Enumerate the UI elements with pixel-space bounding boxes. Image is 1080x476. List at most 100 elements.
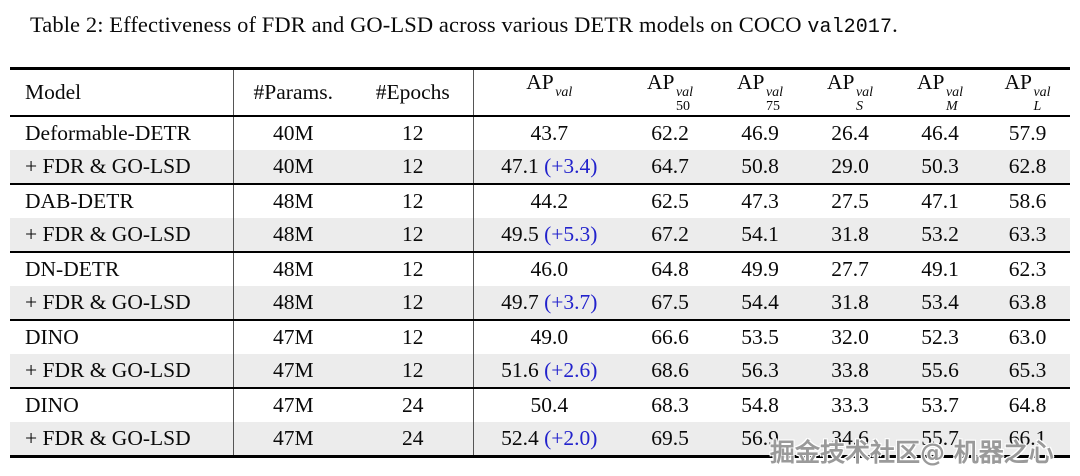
cell-epochs: 12 [353, 217, 474, 253]
ap-delta: (+3.4) [538, 153, 598, 178]
cell-ap-m: 55.6 [895, 353, 985, 389]
baseline-row: Deformable-DETR 40M 12 43.7 62.2 46.9 26.4 46.4… [10, 115, 1070, 150]
cell-model: + FDR & GO-LSD [10, 217, 234, 253]
cell-ap-m: 49.1 [921, 256, 959, 281]
header-row: Model #Params. #Epochs AP val AP val 50 AP v… [10, 68, 1070, 117]
cell-params: 48M [233, 285, 353, 321]
col-header-ap-l: AP val L [985, 68, 1070, 117]
cell-ap-s: 27.5 [831, 188, 869, 213]
cell-params: 47M [272, 425, 314, 450]
cell-epochs: 12 [353, 251, 474, 286]
cell-ap50: 62.2 [651, 120, 689, 145]
cell-ap50: 64.7 [625, 149, 715, 185]
baseline-row: DINO 47M 24 50.4 68.3 54.8 33.3 53.7 64.8 [10, 387, 1070, 422]
cell-ap: 44.2 [473, 184, 625, 218]
cell-model: DAB-DETR [10, 183, 234, 218]
ap-delta: (+5.3) [538, 221, 598, 246]
cell-model: DINO [10, 387, 234, 422]
cell-params: 48M [233, 217, 353, 253]
cell-ap-s: 34.6 [831, 425, 869, 450]
watermark: 掘金技术社区@ 机器之心 [770, 438, 1054, 467]
cell-ap: 46.0 [473, 252, 625, 286]
cell-ap: 52.4 (+2.0) [473, 422, 625, 457]
ap-value: 49.0 [530, 324, 569, 349]
cell-ap75: 54.4 [715, 285, 805, 321]
cell-ap-m: 47.1 [921, 188, 959, 213]
cell-ap-s: 27.7 [831, 256, 869, 281]
cell-params: 47M [272, 324, 314, 349]
ap-value: 51.6 [501, 357, 539, 382]
cell-ap-s: 29.0 [805, 149, 895, 185]
cell-ap-l: 63.3 [985, 217, 1070, 253]
cell-ap50: 67.5 [625, 285, 715, 321]
ap-value: 52.4 [501, 425, 539, 450]
cell-params: 47M [272, 392, 314, 417]
col-header-ap75: AP val 75 [715, 68, 805, 117]
cell-params: 40M [233, 149, 353, 185]
baseline-row: DINO 47M 12 49.0 66.6 53.5 32.0 52.3 63.0 [10, 319, 1070, 354]
cell-ap50: 68.6 [625, 353, 715, 389]
col-header-model: Model [10, 68, 234, 117]
cell-ap-s: 31.8 [805, 285, 895, 321]
col-header-epochs: #Epochs [353, 68, 474, 117]
cell-ap50: 64.8 [651, 256, 689, 281]
cell-params: 48M [272, 188, 314, 213]
cell-ap-l: 63.0 [1008, 324, 1047, 349]
ap-value: 43.7 [530, 120, 569, 145]
cell-ap50: 62.5 [651, 188, 689, 213]
cell-ap: 50.4 [473, 388, 625, 422]
cell-epochs: 12 [353, 115, 474, 150]
cell-ap50: 67.2 [625, 217, 715, 253]
cell-ap-l: 62.3 [1008, 256, 1047, 281]
fdr-row: + FDR & GO-LSD 47M 12 51.6 (+2.6) 68.6 56.3 33… [10, 353, 1070, 389]
cell-params: 40M [272, 120, 314, 145]
cell-ap: 49.5 (+5.3) [473, 217, 625, 253]
cell-ap75: 50.8 [715, 149, 805, 185]
cell-ap75: 53.5 [741, 324, 779, 349]
cell-ap-l: 64.8 [1008, 392, 1047, 417]
cell-ap-s: 26.4 [831, 120, 869, 145]
col-header-ap50: AP val 50 [625, 68, 715, 117]
cell-ap: 43.7 [473, 116, 625, 150]
cell-ap75: 47.3 [741, 188, 779, 213]
cell-ap75: 46.9 [741, 120, 779, 145]
fdr-row: + FDR & GO-LSD 48M 12 49.7 (+3.7) 67.5 54.4 31… [10, 285, 1070, 321]
col-header-ap-s: AP val S [805, 68, 895, 117]
cell-ap: 49.7 (+3.7) [473, 285, 625, 321]
caption-code-text: val2017 [807, 16, 893, 39]
cell-ap-m: 53.2 [895, 217, 985, 253]
cell-ap75: 49.9 [741, 256, 779, 281]
cell-params: 47M [233, 353, 353, 389]
fdr-row: + FDR & GO-LSD 48M 12 49.5 (+5.3) 67.2 54.1 31… [10, 217, 1070, 253]
ap-value: 47.1 [501, 153, 539, 178]
cell-ap75: 54.8 [741, 392, 779, 417]
ap-value: 49.5 [501, 221, 539, 246]
cell-ap-l: 62.8 [985, 149, 1070, 185]
cell-ap-m: 53.4 [895, 285, 985, 321]
col-header-params: #Params. [233, 68, 353, 117]
fdr-row: + FDR & GO-LSD 40M 12 47.1 (+3.4) 64.7 50.8 29… [10, 149, 1070, 185]
cell-epochs: 12 [353, 285, 474, 321]
cell-epochs: 24 [353, 421, 474, 457]
cell-epochs: 12 [353, 183, 474, 218]
col-header-ap-m: AP val M [895, 68, 985, 117]
cell-ap-m: 50.3 [895, 149, 985, 185]
baseline-row: DAB-DETR 48M 12 44.2 62.5 47.3 27.5 47.1 58.6 [10, 183, 1070, 218]
cell-ap50: 68.3 [651, 392, 689, 417]
cell-epochs: 12 [353, 319, 474, 354]
cell-ap-m: 52.3 [921, 324, 959, 349]
cell-epochs: 24 [353, 387, 474, 422]
cell-ap-l: 57.9 [1008, 120, 1047, 145]
cell-model: + FDR & GO-LSD [10, 149, 234, 185]
ap-value: 44.2 [530, 188, 569, 213]
cell-model: + FDR & GO-LSD [10, 353, 234, 389]
cell-params: 48M [272, 256, 314, 281]
cell-ap75: 56.3 [715, 353, 805, 389]
cell-ap-m: 46.4 [921, 120, 959, 145]
cell-ap-l: 66.1 [1008, 425, 1047, 450]
cell-ap75: 56.9 [741, 425, 779, 450]
cell-model: DINO [10, 319, 234, 354]
cell-ap50: 66.6 [651, 324, 689, 349]
cell-ap: 47.1 (+3.4) [473, 149, 625, 185]
cell-model: + FDR & GO-LSD [10, 285, 234, 321]
